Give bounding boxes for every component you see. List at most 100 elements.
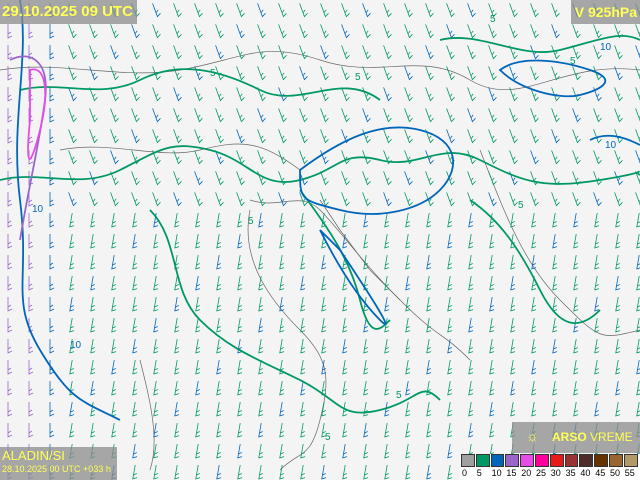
wind-barb [404,66,413,81]
wind-barb [131,24,140,39]
wind-barb [530,108,539,123]
wind-barb [468,297,474,312]
wind-barb [279,276,285,291]
wind-barb [321,276,327,291]
wind-barb [594,213,600,228]
wind-speed-legend: 0 5 10 15 20 25 30 35 40 45 50 55 [460,454,640,480]
wind-barb [383,24,392,39]
wind-barb [153,318,159,333]
wind-barb [468,339,474,354]
wind-barb [321,402,327,417]
wind-barb [531,339,537,354]
wind-barb [49,339,55,354]
wind-barb [49,402,55,417]
wind-barb [321,465,327,480]
wind-barb [195,255,201,270]
wind-barb [384,360,390,375]
wind-barb [7,402,13,417]
wind-barb [530,66,539,81]
wind-barb [237,213,243,228]
wind-barb [510,213,516,228]
wind-barb [341,24,350,39]
wind-barb [237,360,243,375]
wind-barb [509,3,518,18]
wind-barb [257,150,266,165]
wind-barb [593,45,602,60]
wind-barb [573,402,579,417]
wind-barb [111,381,117,396]
wind-barb [320,108,329,123]
wind-barb [194,192,203,207]
wind-barb [89,45,98,60]
wind-barb [194,108,203,123]
wind-barb [615,297,621,312]
wind-barb [635,45,640,60]
wind-barb [468,255,474,270]
contour-10 [589,134,640,146]
wind-barb [278,129,287,144]
arso-logo-icon: ☼ [526,428,539,444]
wind-barb [300,444,306,459]
wind-barb [131,108,140,123]
wind-barb [425,66,434,81]
legend-swatch [520,454,534,467]
wind-barb [510,297,516,312]
wind-barb [69,255,75,270]
wind-barb [258,381,264,396]
wind-barb [363,339,369,354]
wind-barb [446,171,455,186]
wind-barb [489,255,495,270]
wind-barb [153,360,159,375]
wind-barb [236,129,245,144]
wind-barb [195,234,201,249]
wind-barb [258,423,264,438]
wind-barb [405,339,411,354]
wind-barb [132,465,138,480]
wind-barb [404,24,413,39]
contour-label: 5 [490,14,496,25]
wind-barb [467,108,476,123]
wind-barb [489,318,495,333]
wind-barb [279,318,285,333]
wind-barb [320,66,329,81]
wind-barb [509,24,518,39]
brand-name: ARSO VREME [552,430,633,444]
wind-barb [594,381,600,396]
wind-barb [110,192,119,207]
wind-barb [320,171,329,186]
wind-barb [257,24,266,39]
wind-barb [426,318,432,333]
wind-barb [237,423,243,438]
model-run-time: 28.10.2025 00 UTC +033 h [2,464,111,474]
wind-barb [110,108,119,123]
wind-barb [341,66,350,81]
wind-barb [552,276,558,291]
pressure-level-label: V 925hPa [570,0,640,24]
wind-barb [530,129,539,144]
wind-barb [215,171,224,186]
wind-barb [446,129,455,144]
wind-barb [174,276,180,291]
legend-label: 55 [624,468,635,478]
wind-barb [300,402,306,417]
wind-barb [300,297,306,312]
wind-barb [195,276,201,291]
wind-barb [132,423,138,438]
model-name: ALADIN/SI [2,448,65,463]
wind-barb [510,276,516,291]
wind-barb [174,255,180,270]
wind-barb [552,213,558,228]
wind-barb [90,339,96,354]
wind-barb [573,255,579,270]
wind-barb [237,276,243,291]
wind-barb [489,339,495,354]
wind-barb [258,339,264,354]
wind-barb [28,213,34,228]
wind-barb [195,339,201,354]
wind-barb [300,360,306,375]
wind-barb [321,381,327,396]
wind-barb [468,213,474,228]
wind-barb [551,3,560,18]
wind-barb [531,402,537,417]
wind-barb [467,171,476,186]
